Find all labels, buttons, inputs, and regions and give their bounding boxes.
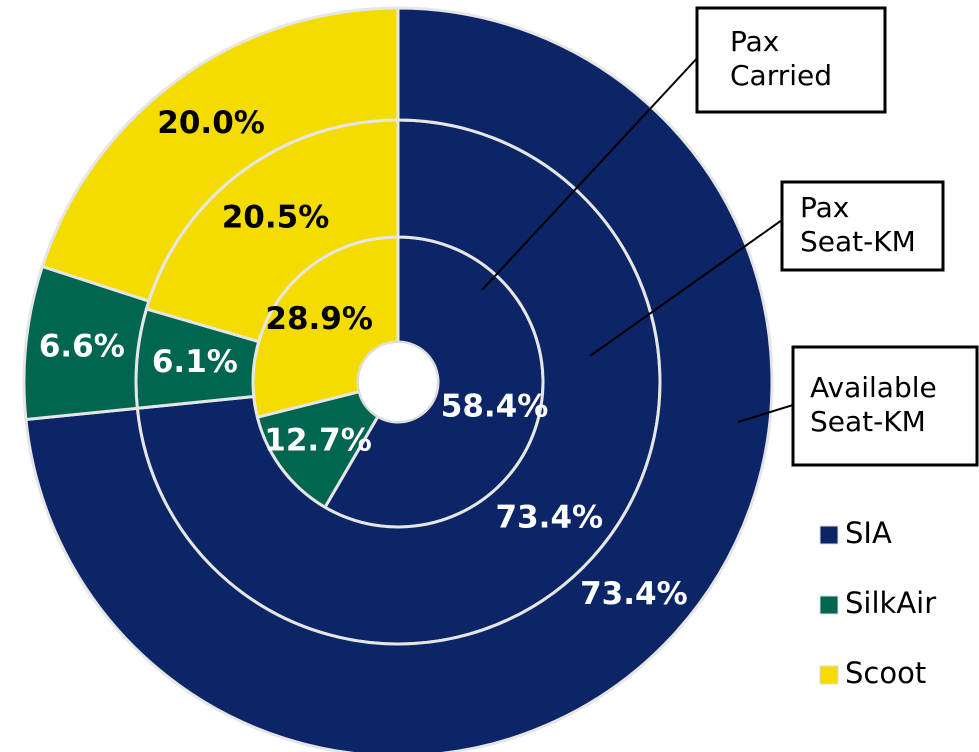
segment: [40, 6, 400, 303]
ring-name: Pax Carried: [730, 25, 832, 92]
callout-box: [791, 345, 979, 467]
legend-label: SilkAir: [845, 586, 936, 620]
value-label: 28.9%: [265, 301, 373, 337]
callout-box: [780, 180, 945, 272]
ring-name: Pax Seat-KM: [800, 191, 916, 258]
ring-name: Available Seat-KM: [810, 371, 937, 438]
hole: [357, 341, 439, 423]
callout-line: [589, 219, 783, 357]
legend-swatch: [819, 525, 839, 545]
callout-line: [737, 404, 794, 423]
value-label: 12.7%: [264, 423, 372, 459]
value-label: 6.6%: [39, 329, 125, 365]
value-label: 73.4%: [580, 576, 688, 612]
legend-swatch: [819, 665, 839, 685]
value-label: 58.4%: [441, 389, 549, 425]
legend-label: SIA: [845, 516, 892, 550]
callouts: Pax Carried Pax Seat-KM Available Seat-KM: [481, 6, 979, 467]
legend-label: Scoot: [845, 656, 926, 690]
rings: [22, 6, 774, 752]
segment: [24, 6, 774, 752]
labels: 58.4% 12.7% 28.9% 73.4% 6.1% 20.5% 73.4% 6.6% 20…: [39, 105, 688, 612]
callout-box: [695, 6, 887, 114]
value-label: 6.1%: [152, 344, 238, 380]
value-label: 20.0%: [157, 105, 265, 141]
legend: SIA SilkAir Scoot: [819, 516, 936, 690]
legend-swatch: [819, 595, 839, 615]
callout-line: [481, 54, 701, 291]
value-label: 20.5%: [222, 199, 330, 235]
value-label: 73.4%: [496, 499, 604, 535]
